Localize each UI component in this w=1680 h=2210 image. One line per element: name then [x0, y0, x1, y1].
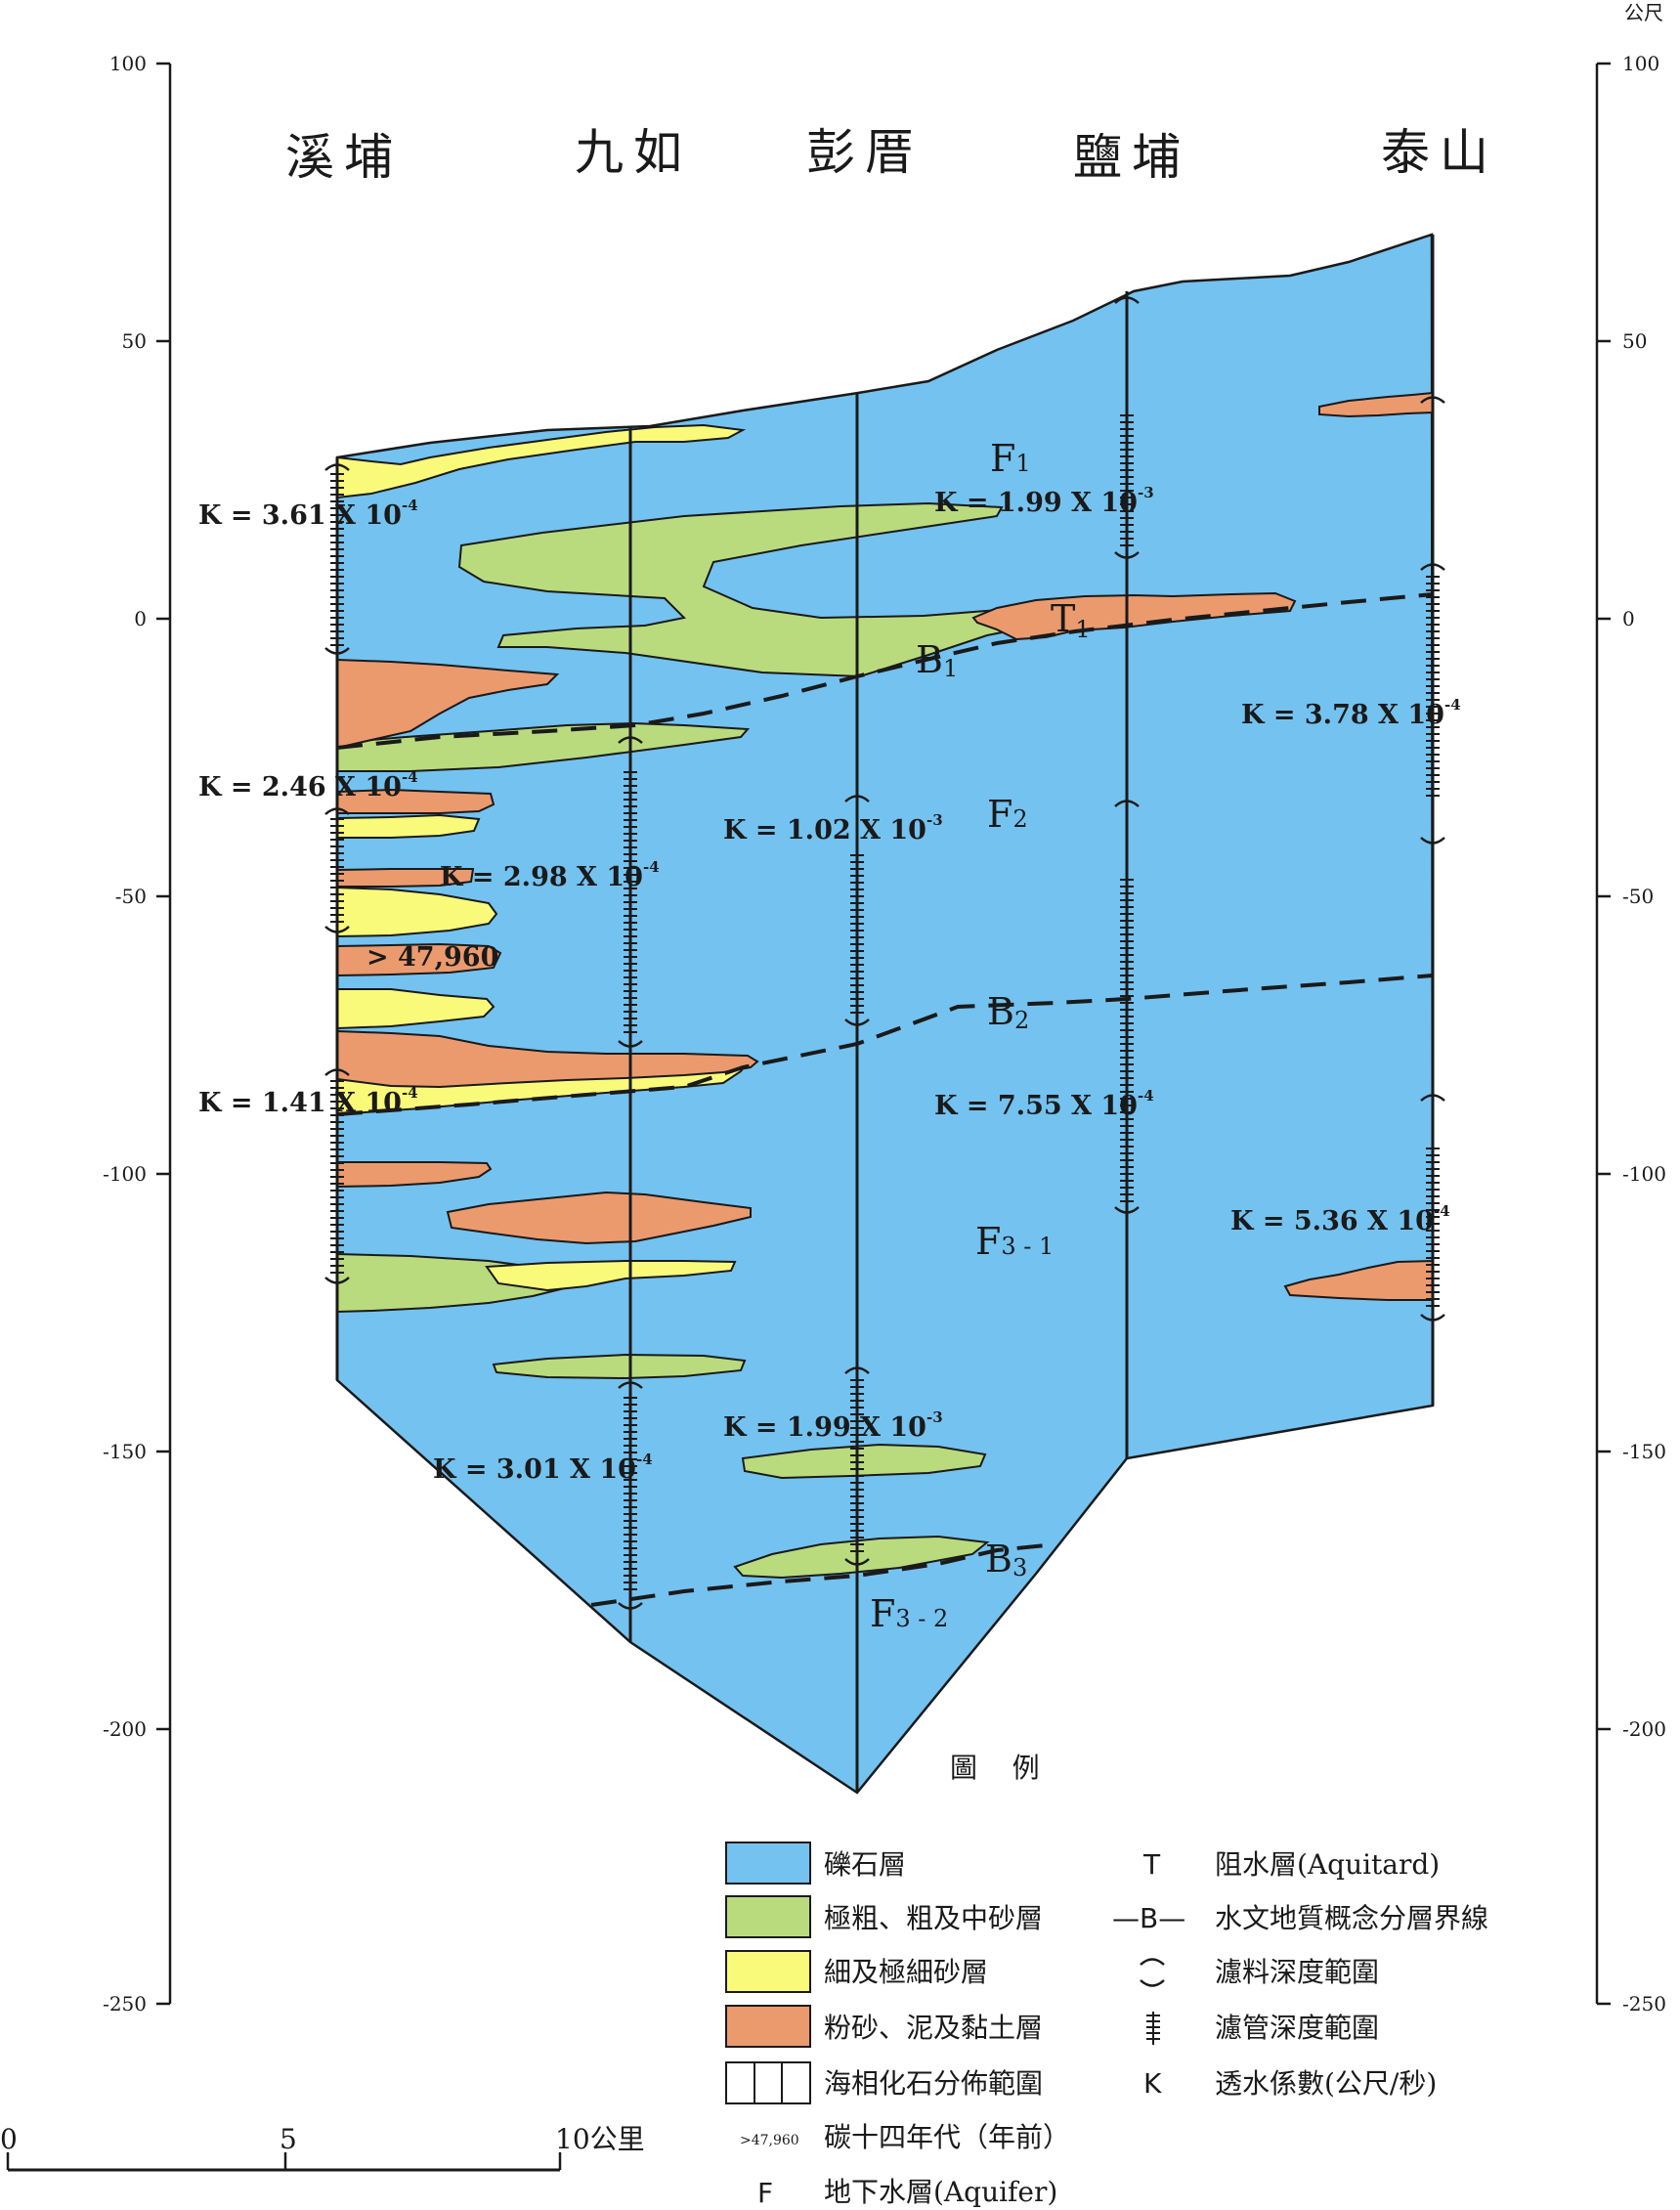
scale-ten: 10公里 — [555, 2123, 645, 2155]
scale-five: 5 — [280, 2123, 297, 2155]
right-tick-50: 50 — [1622, 329, 1647, 353]
left-tick-minus200: -200 — [103, 1717, 147, 1741]
legend-label-gravel: 礫石層 — [824, 1848, 906, 1881]
left-tick-minus100: -100 — [103, 1162, 147, 1186]
legend-label-k: 透水係數(公尺/秒) — [1215, 2067, 1437, 2100]
right-tick-100: 100 — [1622, 52, 1659, 75]
axis-unit-label: 公尺 — [1624, 1, 1663, 24]
legend-label-filter-pack: 濾料深度範圍 — [1215, 1956, 1379, 1988]
legend-swatch-gravel — [725, 1842, 811, 1885]
left-tick-0: 0 — [134, 607, 147, 630]
k-jiuru-1: K = 2.98 X 10-4 — [440, 858, 660, 892]
legend-symbol-screen — [1146, 2012, 1160, 2045]
right-tick-minus50: -50 — [1622, 885, 1654, 908]
label-B2: B2 — [987, 990, 1029, 1034]
legend-swatch-coarse-sand — [725, 1895, 811, 1938]
filter-pack-ranges — [324, 296, 1445, 1610]
well-names: 溪埔 九如 彭厝 鹽埔 泰山 — [285, 124, 1498, 186]
right-tick-minus250: -250 — [1622, 1992, 1666, 2015]
radiocarbon-age: > 47,960 — [366, 942, 498, 973]
left-tick-100: 100 — [109, 52, 147, 75]
legend-label-coarse-sand: 極粗、粗及中砂層 — [824, 1902, 1043, 1934]
k-taishan-2: K = 5.36 X 10-4 — [1230, 1202, 1450, 1236]
legend-symbol-aquitard: T — [1142, 1848, 1161, 1881]
k-yanpu-1: K = 1.99 X 10-3 — [934, 484, 1154, 518]
left-axis-labels: 100 50 0 -50 -100 -150 -200 -250 — [103, 52, 147, 2015]
well-name-pengcuo: 彭厝 — [806, 124, 924, 181]
well-name-yanpu: 鹽埔 — [1073, 129, 1190, 186]
label-F1: F1 — [990, 437, 1031, 480]
k-xipu-1: K = 3.61 X 10-4 — [198, 497, 418, 531]
legend-symbol-boundary: —B— — [1112, 1902, 1185, 1934]
left-tick-50: 50 — [122, 329, 147, 353]
legend-label-aquifer: 地下水層(Aquifer) — [824, 2176, 1057, 2208]
left-tick-minus50: -50 — [115, 885, 147, 908]
legend-label-c14: 碳十四年代（年前） — [824, 2121, 1070, 2153]
k-values: K = 3.61 X 10-4 K = 2.46 X 10-4 K = 1.41… — [198, 484, 1461, 1485]
left-tick-minus150: -150 — [103, 1440, 147, 1463]
right-tick-minus200: -200 — [1622, 1717, 1666, 1741]
label-B1: B1 — [916, 638, 958, 682]
legend-label-boundary: 水文地質概念分層界線 — [1215, 1902, 1488, 1934]
k-yanpu-2: K = 7.55 X 10-4 — [934, 1087, 1154, 1121]
left-tick-minus250: -250 — [103, 1992, 147, 2015]
right-axis-labels: 公尺 100 50 0 -50 -100 -150 -200 -250 — [1622, 1, 1666, 2015]
k-pengcuo-2: K = 1.99 X 10-3 — [723, 1408, 943, 1443]
label-T1: T1 — [1051, 597, 1091, 643]
layer-labels: F1 T1 B1 F2 B2 F3 - 1 B3 F3 - 2 — [870, 437, 1091, 1635]
legend: 圖 例 礫石層 極粗、粗及中砂層 細及極細砂層 粉砂、泥及黏土層 海相化石分佈範… — [725, 1752, 1488, 2209]
k-pengcuo-1: K = 1.02 X 10-3 — [723, 811, 943, 845]
legend-c14-sample: >47,960 — [740, 2133, 799, 2148]
legend-label-screen: 濾管深度範圍 — [1215, 2012, 1379, 2044]
legend-symbol-aquifer: F — [757, 2177, 773, 2209]
label-F3-2: F3 - 2 — [870, 1592, 948, 1635]
screen-ranges — [330, 414, 1440, 1590]
right-tick-minus150: -150 — [1622, 1440, 1666, 1463]
right-depth-axis — [1595, 62, 1611, 2006]
well-name-xipu: 溪埔 — [285, 129, 403, 186]
legend-label-silt-clay: 粉砂、泥及黏土層 — [824, 2012, 1043, 2044]
well-name-taishan: 泰山 — [1381, 124, 1498, 181]
silt-clay-lenses — [336, 391, 1434, 1301]
scale-zero: 0 — [0, 2123, 18, 2155]
legend-symbol-k: K — [1143, 2067, 1162, 2100]
legend-label-fine-sand: 細及極細砂層 — [824, 1956, 988, 1988]
right-tick-0: 0 — [1622, 607, 1635, 630]
legend-swatch-silt-clay — [725, 2005, 811, 2048]
legend-swatch-marine-fossil — [725, 2061, 811, 2104]
k-xipu-3: K = 1.41 X 10-4 — [198, 1084, 418, 1118]
k-taishan-1: K = 3.78 X 10-4 — [1241, 696, 1461, 730]
label-B3: B3 — [985, 1538, 1027, 1582]
legend-label-marine-fossil: 海相化石分佈範圍 — [824, 2067, 1043, 2100]
k-jiuru-2: K = 3.01 X 10-4 — [433, 1451, 653, 1485]
legend-swatch-fine-sand — [725, 1950, 811, 1993]
boundary-lines — [336, 592, 1434, 1607]
label-F2: F2 — [987, 793, 1028, 836]
scale-bar: 0 5 10公里 — [0, 2123, 645, 2172]
left-depth-axis — [156, 62, 172, 2006]
legend-symbol-filter-pack — [1140, 1958, 1165, 1987]
legend-label-aquitard: 阻水層(Aquitard) — [1215, 1848, 1440, 1881]
legend-title: 圖 例 — [950, 1752, 1040, 1784]
well-name-jiuru: 九如 — [575, 124, 692, 181]
label-F3-1: F3 - 1 — [975, 1220, 1054, 1263]
right-tick-minus100: -100 — [1622, 1162, 1666, 1186]
k-xipu-2: K = 2.46 X 10-4 — [198, 768, 418, 802]
